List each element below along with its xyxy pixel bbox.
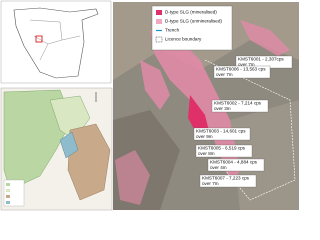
callout-detail: over 9m — [196, 134, 213, 139]
callout-id: KMST6003 - 14,601 cps — [196, 129, 246, 134]
legend-label: D-type SLG (mineralised) — [165, 10, 217, 15]
callout-id: KMST6007 - 7,223 cps — [202, 176, 250, 181]
callout-id: KMST6004 - 4,884 cps — [210, 160, 258, 165]
figure: D-type SLG (mineralised) D-type SLG (unmi… — [0, 0, 299, 211]
callout-id: KMST6002 - 7,214 cps — [214, 101, 262, 106]
callout-detail: over 3m — [214, 106, 231, 111]
callout-detail: over 7m — [202, 181, 219, 186]
callout-box — [213, 65, 271, 79]
callout-detail: over 7m — [216, 72, 233, 77]
callout-detail: over 7m — [238, 62, 255, 67]
callout-box — [199, 174, 257, 188]
regional-map — [0, 87, 113, 211]
legend-label: Trench — [165, 28, 180, 33]
callout-detail: over 4m — [210, 165, 227, 170]
callout-detail: over 8m — [198, 151, 215, 156]
callout-box — [211, 99, 269, 113]
callout-box — [207, 158, 265, 172]
callout-box — [195, 144, 253, 158]
callout-box — [193, 127, 251, 141]
legend-label: D-type SLG (unmineralised) — [165, 19, 222, 24]
callout-id: KMST6006 - 13,563 cps — [216, 67, 266, 72]
callout-id: KMST6001 - 2,307cps — [238, 57, 284, 62]
legend: D-type SLG (mineralised) D-type SLG (unmi… — [151, 5, 233, 51]
legend-label: Licence boundary — [165, 37, 202, 42]
inset-map — [0, 0, 112, 84]
callout-id: KMST6005 - 6,519 cps — [198, 146, 246, 151]
